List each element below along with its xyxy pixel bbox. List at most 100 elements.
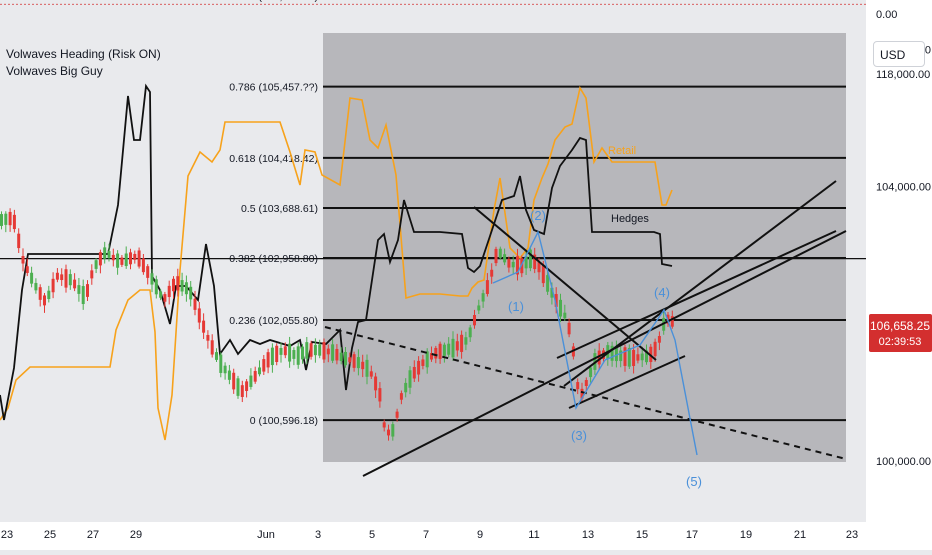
candle-body [262, 359, 266, 372]
candle-body [434, 347, 438, 359]
candle-body [176, 276, 180, 291]
candle-body [559, 299, 562, 317]
elliott-wave-path [492, 229, 698, 456]
candle-body [511, 261, 515, 268]
trendline [556, 230, 837, 359]
candle-body [292, 350, 296, 359]
candle-body [116, 253, 120, 268]
candle-body [30, 272, 34, 284]
y-tick-label: 100,000.00 [876, 456, 931, 468]
candle-body [17, 233, 21, 249]
x-tick-label: 15 [636, 529, 648, 541]
candle-body [47, 290, 51, 300]
candle-body [490, 269, 494, 277]
candle-body [167, 285, 171, 298]
candle-body [129, 252, 132, 265]
candle-body [270, 347, 274, 366]
y-tick-label-partial: 118,000.00 [876, 69, 930, 81]
candle-body [610, 345, 614, 361]
candle-body [64, 269, 68, 288]
candle-body [288, 343, 292, 362]
candle-body [580, 388, 584, 399]
candle-body [524, 256, 528, 269]
wave-label: (2) [530, 208, 546, 223]
candle-body [266, 352, 270, 368]
candle-body [81, 286, 85, 305]
candle-body [283, 346, 287, 356]
legend-heading-indicator[interactable]: Volwaves Heading (Risk ON) [6, 47, 161, 61]
candle-body [485, 280, 489, 294]
candle-body [503, 254, 507, 263]
candle-body [619, 350, 623, 362]
y-tick-label: 0.00 [876, 9, 897, 21]
candle-body [442, 344, 446, 356]
candle-body [378, 388, 382, 402]
fib-level-label: 0.618 (104,418.42) [229, 153, 318, 165]
trendline [473, 206, 657, 361]
candle-body [623, 347, 627, 366]
hedges-label: Hedges [611, 213, 649, 225]
candle-body [309, 343, 313, 357]
price-badge-countdown: 02:39:53 [879, 336, 922, 348]
candle-body [34, 282, 38, 291]
x-tick-label: 17 [686, 529, 698, 541]
candle-body [584, 380, 588, 386]
candle-body [576, 382, 580, 390]
candle-body [477, 305, 481, 311]
price-badge [869, 314, 932, 352]
candle-body [597, 350, 601, 365]
candle-body [107, 251, 111, 258]
candle-body [202, 320, 206, 333]
trendline [563, 180, 837, 387]
candle-body [223, 365, 227, 374]
candle-body [451, 338, 455, 358]
candle-body [464, 337, 468, 345]
currency-button[interactable]: USD [873, 41, 925, 67]
x-tick-label: 3 [315, 529, 321, 541]
candle-body [210, 340, 214, 355]
candle-body [507, 259, 511, 268]
fib-level-label: 0.786 (105,457.??) [229, 82, 318, 94]
candle-body [344, 351, 347, 366]
candle-body [163, 294, 167, 302]
x-tick-label: 7 [423, 529, 429, 541]
fib-level-label: 0 (100,596.18) [250, 415, 318, 427]
candle-body [296, 346, 300, 365]
x-tick-label: Jun [257, 529, 275, 541]
candle-body [73, 279, 77, 289]
candle-body [120, 257, 124, 265]
candle-body [305, 342, 309, 359]
candle-body [430, 353, 433, 360]
candle-body [180, 280, 184, 292]
candle-body [150, 273, 154, 285]
candle-body [460, 334, 464, 352]
fib-level-label: 0.382 (102,958.80) [229, 253, 318, 265]
candle-body [417, 360, 421, 375]
candle-body [391, 424, 395, 437]
candle-body [516, 256, 519, 275]
candle-body [563, 312, 567, 319]
candle-body [640, 353, 644, 361]
candle-body [365, 359, 369, 377]
candle-body [408, 370, 412, 388]
legend-big-guy-indicator[interactable]: Volwaves Big Guy [6, 64, 103, 78]
candle-body [146, 266, 150, 278]
candle-body [219, 354, 223, 373]
candle-body [77, 285, 81, 294]
x-tick-label: 27 [87, 529, 99, 541]
candle-body [68, 274, 72, 286]
candle-body [352, 354, 356, 368]
x-tick-label: 25 [44, 529, 56, 541]
x-tick-label: 23 [1, 529, 13, 541]
candle-body [275, 345, 279, 363]
candle-body [455, 341, 459, 351]
fib-level-label: 0.5 (103,688.61) [241, 203, 318, 215]
candle-body [438, 343, 442, 359]
candle-body [533, 254, 537, 270]
candle-body [240, 385, 244, 397]
candle-body [25, 266, 29, 273]
candle-body [326, 348, 330, 355]
wave-label: (5) [686, 474, 702, 489]
candle-body [21, 256, 25, 264]
